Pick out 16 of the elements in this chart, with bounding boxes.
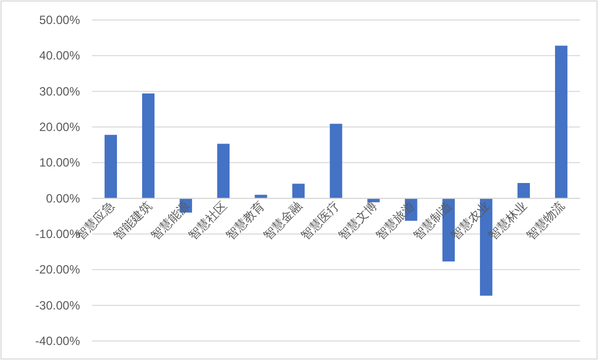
y-tick-label: 20.00%	[39, 120, 80, 134]
y-tick-label: 40.00%	[39, 48, 80, 63]
bar	[292, 184, 305, 198]
y-tick-label: 10.00%	[39, 156, 80, 170]
bar	[555, 46, 568, 198]
y-tick-label: -40.00%	[35, 334, 80, 348]
bar	[142, 93, 154, 198]
bar	[518, 182, 530, 198]
y-tick-label: -20.00%	[35, 262, 80, 277]
y-tick-label: -30.00%	[35, 298, 80, 312]
y-tick-label: 0.00%	[46, 191, 80, 206]
y-tick-label: 30.00%	[39, 84, 80, 98]
bar	[217, 144, 230, 198]
bar	[104, 134, 117, 198]
y-tick-label: 50.00%	[39, 13, 80, 27]
bar	[330, 124, 342, 198]
